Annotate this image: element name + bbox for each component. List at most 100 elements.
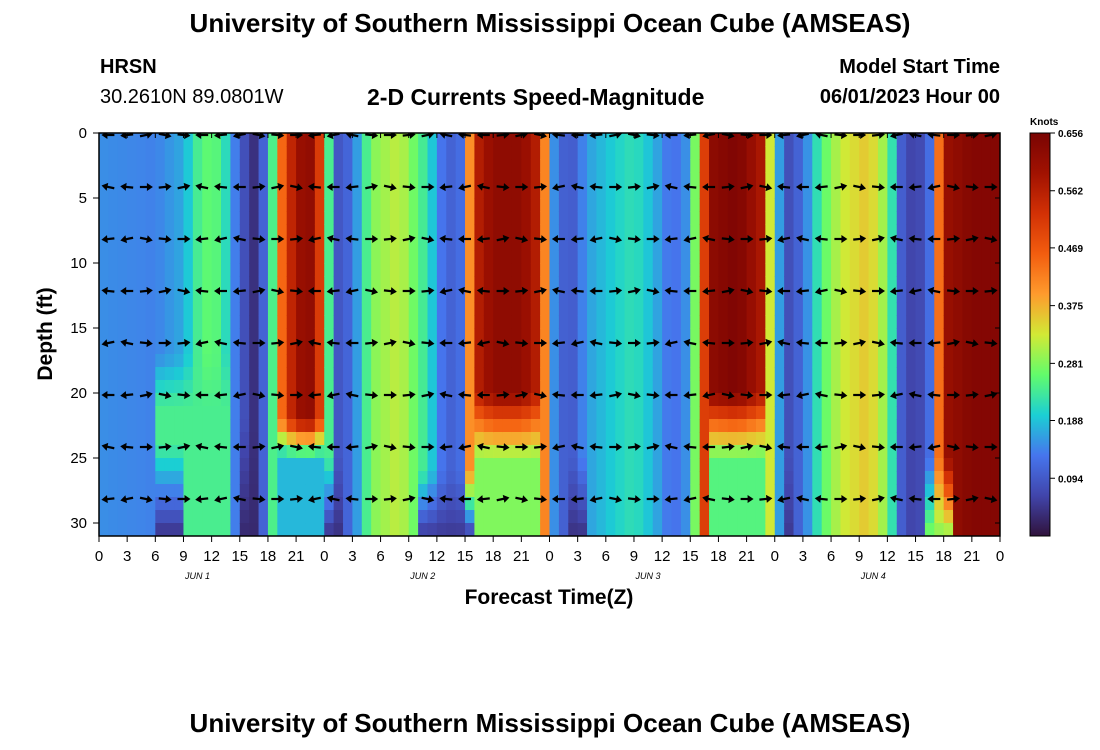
heatmap-cell bbox=[840, 484, 851, 498]
heatmap-cell bbox=[812, 380, 823, 394]
heatmap-cell bbox=[493, 341, 504, 355]
heatmap-cell bbox=[840, 458, 851, 472]
current-arrow bbox=[271, 391, 285, 400]
heatmap-cell bbox=[399, 354, 410, 368]
heatmap-cell bbox=[352, 471, 363, 485]
current-arrow bbox=[589, 442, 603, 451]
heatmap-cell bbox=[296, 341, 307, 355]
heatmap-cell bbox=[859, 133, 870, 147]
heatmap-cell bbox=[540, 510, 551, 524]
heatmap-cell bbox=[352, 484, 363, 498]
heatmap-cell bbox=[924, 497, 935, 511]
heatmap-cell bbox=[117, 393, 128, 407]
heatmap-cell bbox=[352, 159, 363, 173]
heatmap-cell bbox=[877, 419, 888, 433]
day-label: JUN 4 bbox=[860, 571, 886, 581]
heatmap-cell bbox=[267, 315, 278, 329]
heatmap-cell bbox=[258, 289, 269, 303]
heatmap-cell bbox=[765, 471, 776, 485]
heatmap-cell bbox=[915, 289, 926, 303]
colorbar-units: Knots bbox=[1030, 117, 1059, 128]
heatmap-cell bbox=[774, 133, 785, 147]
heatmap-cell bbox=[549, 211, 560, 225]
heatmap-cell bbox=[493, 458, 504, 472]
heatmap-cell bbox=[408, 289, 419, 303]
colorbar bbox=[1029, 132, 1051, 537]
heatmap-cell bbox=[859, 445, 870, 459]
heatmap-cell bbox=[446, 484, 457, 498]
heatmap-cell bbox=[643, 237, 654, 251]
heatmap-cell bbox=[981, 172, 992, 186]
heatmap-cell bbox=[859, 211, 870, 225]
heatmap-cell bbox=[474, 484, 485, 498]
heatmap-cell bbox=[906, 471, 917, 485]
heatmap-cell bbox=[408, 484, 419, 498]
heatmap-cell bbox=[352, 146, 363, 160]
heatmap-cell bbox=[511, 224, 522, 238]
heatmap-cell bbox=[511, 133, 522, 147]
heatmap-cell bbox=[558, 289, 569, 303]
heatmap-cell bbox=[108, 458, 119, 472]
current-arrow bbox=[740, 287, 754, 296]
current-arrow bbox=[551, 495, 565, 503]
heatmap-cell bbox=[202, 458, 213, 472]
heatmap-cell bbox=[774, 315, 785, 329]
current-arrow bbox=[872, 287, 885, 295]
heatmap-cell bbox=[474, 224, 485, 238]
current-arrow bbox=[383, 443, 397, 452]
heatmap-cell bbox=[652, 250, 663, 264]
heatmap-cell bbox=[831, 523, 842, 536]
heatmap-cell bbox=[793, 263, 804, 277]
heatmap-cell bbox=[793, 289, 804, 303]
heatmap-cell bbox=[943, 393, 954, 407]
heatmap-cell bbox=[239, 497, 250, 511]
heatmap-cell bbox=[202, 523, 213, 536]
current-arrow bbox=[947, 391, 961, 399]
heatmap-cell bbox=[230, 133, 241, 147]
heatmap-cell bbox=[277, 354, 288, 368]
heatmap-cell bbox=[380, 211, 391, 225]
heatmap-cell bbox=[821, 250, 832, 264]
heatmap-cell bbox=[305, 211, 316, 225]
heatmap-cell bbox=[183, 133, 194, 147]
heatmap-cell bbox=[868, 328, 879, 342]
heatmap-cell bbox=[587, 289, 598, 303]
current-arrow bbox=[383, 133, 397, 139]
heatmap-cell bbox=[408, 133, 419, 147]
x-tick-label: 0 bbox=[95, 548, 103, 565]
heatmap-cell bbox=[296, 445, 307, 459]
heatmap-cell bbox=[877, 315, 888, 329]
heatmap-cell bbox=[446, 354, 457, 368]
heatmap-cell bbox=[587, 224, 598, 238]
heatmap-cell bbox=[277, 341, 288, 355]
heatmap-cell bbox=[671, 315, 682, 329]
heatmap-cell bbox=[962, 289, 973, 303]
heatmap-cell bbox=[680, 341, 691, 355]
heatmap-cell bbox=[755, 445, 766, 459]
heatmap-cell bbox=[305, 510, 316, 524]
heatmap-cell bbox=[465, 159, 476, 173]
current-arrow bbox=[947, 183, 960, 192]
heatmap-cell bbox=[549, 458, 560, 472]
heatmap-cell bbox=[953, 198, 964, 212]
heatmap-cell bbox=[493, 146, 504, 160]
heatmap-cell bbox=[633, 185, 644, 199]
heatmap-cell bbox=[333, 185, 344, 199]
heatmap-cell bbox=[624, 159, 635, 173]
heatmap-cell bbox=[887, 393, 898, 407]
heatmap-cell bbox=[296, 471, 307, 485]
heatmap-cell bbox=[615, 328, 626, 342]
heatmap-cell bbox=[924, 224, 935, 238]
heatmap-cell bbox=[502, 341, 513, 355]
heatmap-cell bbox=[192, 302, 203, 316]
heatmap-cell bbox=[305, 276, 316, 290]
heatmap-cell bbox=[127, 289, 138, 303]
heatmap-cell bbox=[361, 289, 372, 303]
heatmap-cell bbox=[821, 380, 832, 394]
heatmap-cell bbox=[746, 198, 757, 212]
current-arrow bbox=[795, 338, 809, 347]
heatmap-cell bbox=[127, 185, 138, 199]
heatmap-cell bbox=[418, 146, 429, 160]
heatmap-cell bbox=[755, 315, 766, 329]
heatmap-cell bbox=[408, 237, 419, 251]
